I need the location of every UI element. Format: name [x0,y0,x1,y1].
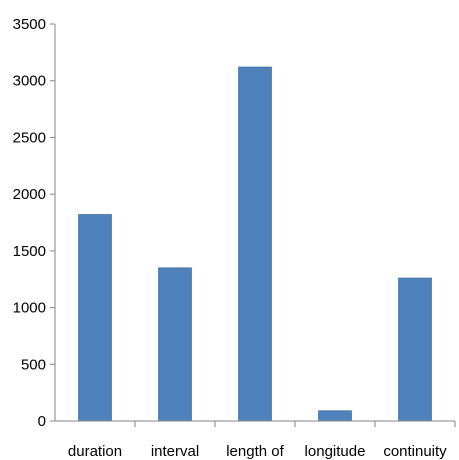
y-tick-label: 1000 [13,300,46,317]
x-category-label: duration [68,443,122,460]
x-category-label: length of [226,443,284,460]
x-category-label: longitude [305,443,366,460]
y-tick-label: 0 [38,413,46,430]
bar-duration [78,214,112,422]
bar-continuity [398,277,432,422]
y-tick-label: 1500 [13,243,46,260]
bar-longitude [318,410,352,422]
y-tick-label: 500 [21,356,46,373]
x-axis-categories: duration interval length of longitude contin… [68,421,456,460]
y-tick-label: 2500 [13,129,46,146]
x-category-label: continuity [383,443,447,460]
y-axis-ticks: 0 500 1000 1500 2000 2500 3000 3500 [13,16,55,430]
y-tick-label: 2000 [13,186,46,203]
x-category-label: interval [151,443,199,460]
y-tick-label: 3000 [13,73,46,90]
y-tick-label: 3500 [13,16,46,33]
bar-length-of [238,66,272,422]
bars [78,66,432,422]
bar-interval [158,267,192,422]
